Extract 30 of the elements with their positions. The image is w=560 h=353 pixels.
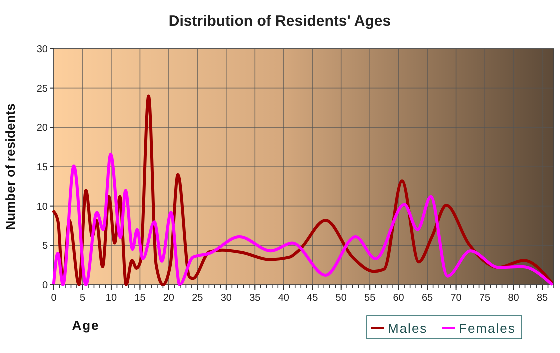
y-axis-title: Number of residents [3, 104, 18, 230]
x-tick-label: 25 [192, 293, 204, 304]
x-tick-label: 35 [250, 293, 262, 304]
y-tick-label: 10 [36, 202, 48, 213]
y-tick-label: 15 [36, 162, 48, 174]
x-tick-label: 45 [307, 293, 319, 304]
x-tick-label: 60 [393, 293, 405, 304]
x-axis-title: Age [72, 318, 100, 333]
y-tick-label: 0 [42, 280, 48, 292]
x-tick-label: 80 [508, 293, 520, 304]
x-tick-label: 65 [422, 293, 434, 304]
x-tick-label: 50 [336, 293, 348, 304]
chart-title: Distribution of Residents' Ages [168, 13, 392, 30]
x-tick-label: 75 [479, 293, 492, 304]
legend-label: Females [459, 321, 516, 336]
x-tick-label: 0 [51, 293, 58, 304]
x-tick-label: 30 [220, 293, 232, 304]
x-tick-label: 85 [536, 293, 549, 304]
x-tick-label: 20 [163, 293, 175, 304]
y-tick-label: 20 [36, 123, 48, 134]
x-tick-label: 40 [278, 293, 290, 304]
y-tick-label: 5 [42, 241, 48, 252]
legend-label: Males [388, 321, 428, 336]
y-tick-label: 30 [36, 44, 48, 56]
y-tick-label: 25 [36, 84, 48, 95]
x-tick-label: 10 [106, 293, 118, 304]
x-tick-label: 55 [364, 293, 376, 304]
x-tick-label: 5 [80, 293, 86, 304]
x-tick-label: 70 [450, 293, 462, 304]
x-tick-label: 15 [134, 293, 146, 304]
